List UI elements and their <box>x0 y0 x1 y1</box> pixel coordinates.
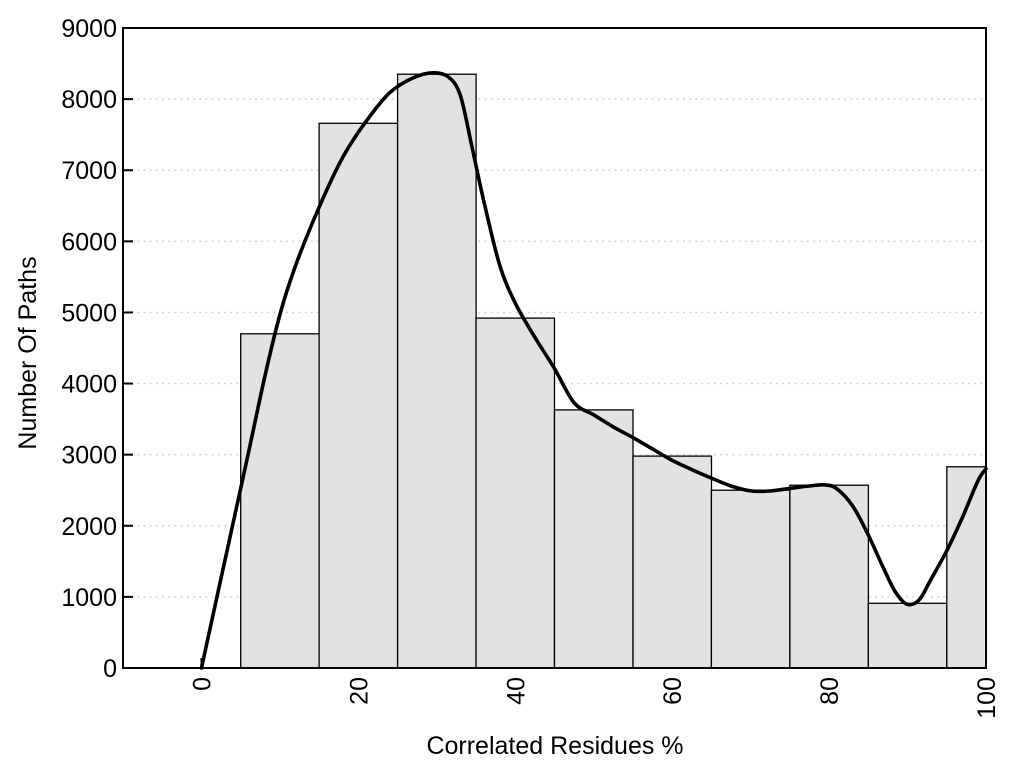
histogram-bar <box>632 455 713 669</box>
histogram-bar <box>475 317 556 669</box>
plot-frame-layer <box>122 27 987 669</box>
x-tick-label: 60 <box>659 677 687 705</box>
x-tick-label: 20 <box>345 677 373 705</box>
y-tick-label: 9000 <box>61 15 117 43</box>
y-tick-label: 3000 <box>61 442 117 470</box>
y-tick-label: 4000 <box>61 371 117 399</box>
x-tick-label: 80 <box>816 677 844 705</box>
histogram-bar <box>867 602 948 669</box>
y-tick-label: 7000 <box>61 157 117 185</box>
histogram-bar <box>710 489 791 669</box>
y-axis-title: Number Of Paths <box>14 256 42 449</box>
histogram-bars-layer <box>240 73 987 669</box>
y-tick-label: 0 <box>103 655 117 683</box>
histogram-bar <box>946 466 987 669</box>
y-tick-label: 5000 <box>61 299 117 327</box>
histogram-bar <box>240 333 320 669</box>
y-tick-label: 8000 <box>61 86 117 114</box>
y-tick-label: 2000 <box>61 513 117 541</box>
x-tick-label: 40 <box>502 677 530 705</box>
x-tick-label: 100 <box>973 677 1001 719</box>
density-curve <box>199 70 988 670</box>
x-tick-label: 0 <box>188 677 216 691</box>
y-tick-label: 1000 <box>61 584 117 612</box>
y-tick-label: 6000 <box>61 228 117 256</box>
density-curve-layer <box>199 70 988 670</box>
plot-frame <box>122 27 987 669</box>
histogram-bar <box>396 73 477 669</box>
histogram-bar <box>553 409 634 669</box>
tick-labels-layer: 0 1000 2000 3000 4000 5000 6000 7000 8000 9000 0 20… <box>61 15 1001 719</box>
histogram-bar <box>318 122 399 669</box>
y-ticks-layer <box>123 98 133 598</box>
x-axis-title: Correlated Residues % <box>426 732 683 760</box>
